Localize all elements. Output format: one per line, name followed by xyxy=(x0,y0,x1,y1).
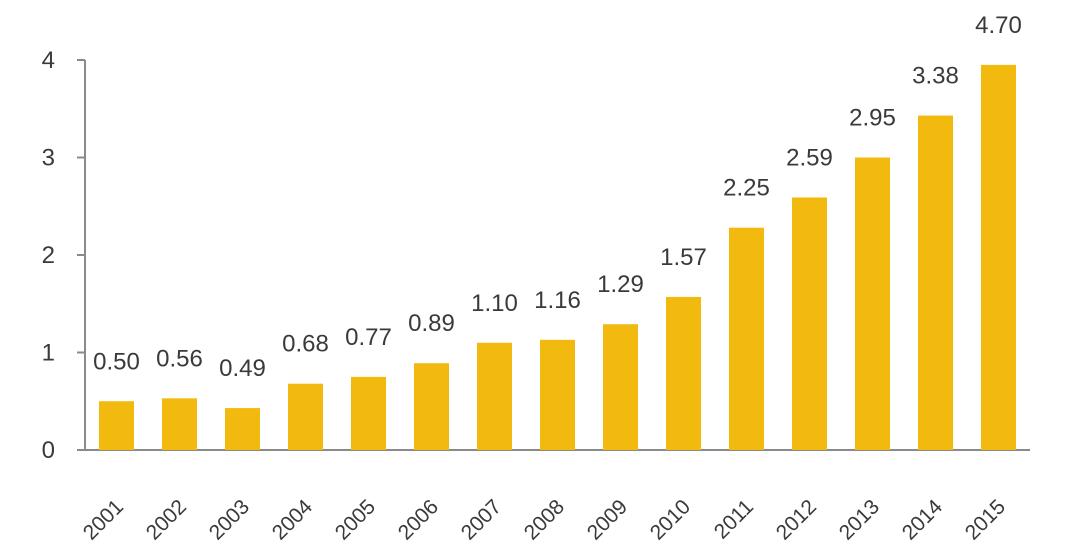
bar xyxy=(603,324,638,450)
bar-series xyxy=(99,64,1016,450)
bar xyxy=(225,408,260,450)
x-tick-label: 2002 xyxy=(142,495,191,544)
x-tick-label: 2009 xyxy=(583,495,632,544)
bar xyxy=(792,197,827,450)
x-tick-label: 2003 xyxy=(205,495,254,544)
data-label: 0.56 xyxy=(156,345,203,372)
data-label: 1.57 xyxy=(660,244,707,271)
x-tick-label: 2005 xyxy=(331,495,380,544)
x-tick-label: 2004 xyxy=(268,495,318,545)
y-tick-label: 4 xyxy=(42,47,55,74)
bar xyxy=(414,363,449,450)
bar xyxy=(162,398,197,450)
data-label: 4.70 xyxy=(975,12,1022,39)
y-tick-label: 1 xyxy=(42,340,55,367)
bar xyxy=(918,115,953,450)
bar xyxy=(729,227,764,450)
x-tick-label: 2013 xyxy=(835,495,884,544)
y-axis: 0 1 2 3 4 xyxy=(42,47,86,464)
data-label: 1.16 xyxy=(534,287,581,314)
bar xyxy=(477,342,512,450)
x-tick-label: 2001 xyxy=(79,495,128,544)
bar xyxy=(981,64,1016,450)
bar xyxy=(351,376,386,450)
y-tick-label: 0 xyxy=(42,437,55,464)
x-tick-label: 2008 xyxy=(520,495,569,544)
data-labels: 0.50 0.56 0.49 0.68 0.77 0.89 1.10 1.16 1.29 1.57… xyxy=(93,12,1022,382)
x-tick-label: 2012 xyxy=(772,495,821,544)
bar xyxy=(99,401,134,450)
x-tick-label: 2011 xyxy=(710,495,758,543)
x-tick-label: 2015 xyxy=(961,495,1010,544)
data-label: 0.50 xyxy=(93,348,140,375)
data-label: 2.25 xyxy=(723,175,770,202)
data-label: 1.10 xyxy=(471,290,518,317)
data-label: 0.49 xyxy=(219,355,266,382)
x-axis: 2001 2002 2003 2004 2005 2006 2007 2008 2009 2010… xyxy=(79,449,1030,545)
data-label: 0.68 xyxy=(282,331,329,358)
data-label: 3.38 xyxy=(912,63,959,90)
x-tick-label: 2010 xyxy=(646,495,695,544)
bar xyxy=(666,296,701,450)
data-label: 1.29 xyxy=(597,271,644,298)
y-tick-label: 3 xyxy=(42,145,55,172)
bar xyxy=(855,157,890,450)
x-tick-label: 2014 xyxy=(898,495,948,545)
data-label: 2.59 xyxy=(786,144,833,171)
bar xyxy=(288,383,323,450)
x-tick-label: 2007 xyxy=(457,495,506,544)
bar xyxy=(540,339,575,450)
data-label: 2.95 xyxy=(849,105,896,132)
y-tick-label: 2 xyxy=(42,242,55,269)
data-label: 0.77 xyxy=(345,324,392,351)
x-tick-label: 2006 xyxy=(394,495,443,544)
data-label: 0.89 xyxy=(408,310,455,337)
